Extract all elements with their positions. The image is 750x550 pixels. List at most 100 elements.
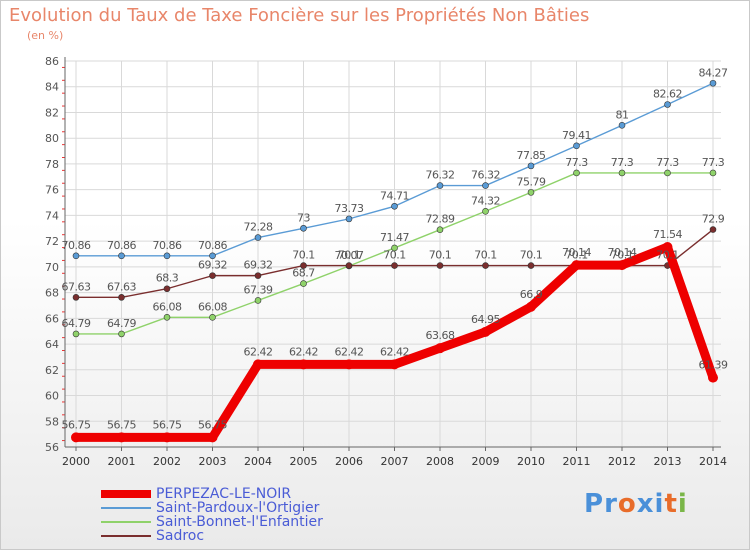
data-point-saint-pardoux-l-ortigier [163, 252, 171, 260]
data-point-sadroc [72, 294, 80, 301]
data-label-saint-bonnet-l-enfantier: 66.08 [198, 300, 227, 313]
data-point-perpezac-le-noir [116, 432, 127, 443]
y-tick-label: 60 [45, 390, 59, 403]
data-point-saint-pardoux-l-ortigier [72, 252, 80, 260]
x-tick-label: 2006 [335, 455, 363, 468]
logo-letter: i [677, 489, 688, 519]
legend-swatch [101, 507, 151, 509]
data-point-saint-bonnet-l-enfantier [163, 314, 171, 321]
data-point-perpezac-le-noir [344, 359, 354, 370]
data-label-perpezac-le-noir: 56.75 [62, 418, 91, 431]
y-tick-label: 66 [45, 312, 59, 325]
data-label-saint-pardoux-l-ortigier: 74.71 [380, 189, 409, 202]
legend-label: Saint-Bonnet-l'Enfantier [156, 514, 323, 530]
data-label-sadroc: 70.1 [338, 249, 361, 262]
data-label-saint-pardoux-l-ortigier: 82.62 [653, 87, 682, 100]
y-tick-label: 86 [45, 55, 59, 68]
legend-swatch [101, 535, 151, 537]
data-label-saint-bonnet-l-enfantier: 64.79 [107, 317, 136, 330]
data-label-saint-pardoux-l-ortigier: 70.86 [62, 239, 91, 252]
data-point-saint-pardoux-l-ortigier [527, 162, 535, 170]
data-point-perpezac-le-noir [71, 432, 81, 443]
data-point-sadroc [345, 262, 353, 269]
y-tick-label: 82 [45, 106, 59, 119]
data-label-sadroc: 70.1 [383, 249, 406, 262]
data-point-saint-bonnet-l-enfantier [254, 297, 262, 304]
legend-swatch [101, 490, 151, 498]
x-tick-label: 2000 [62, 455, 90, 468]
data-label-sadroc: 70.1 [474, 249, 497, 262]
logo-letter: i [654, 489, 665, 519]
y-tick-label: 78 [45, 158, 59, 171]
data-label-sadroc: 70.1 [429, 249, 452, 262]
x-tick-label: 2004 [244, 455, 272, 468]
data-point-saint-pardoux-l-ortigier [209, 252, 216, 260]
logo-letter: P [584, 489, 605, 519]
data-label-saint-bonnet-l-enfantier: 66.08 [153, 300, 182, 313]
y-tick-label: 68 [45, 287, 59, 300]
data-label-perpezac-le-noir: 56.75 [107, 418, 136, 431]
y-tick-label: 62 [45, 364, 59, 377]
data-label-perpezac-le-noir: 56.75 [198, 418, 227, 431]
data-label-perpezac-le-noir: 71.54 [653, 228, 682, 241]
y-tick-label: 70 [45, 261, 59, 274]
data-point-saint-bonnet-l-enfantier [300, 280, 307, 287]
data-label-saint-pardoux-l-ortigier: 84.27 [699, 66, 728, 79]
y-tick-label: 58 [45, 415, 59, 428]
data-point-saint-pardoux-l-ortigier [345, 215, 353, 223]
data-label-saint-bonnet-l-enfantier: 72.89 [426, 213, 455, 226]
legend-label: Sadroc [156, 528, 205, 544]
data-point-perpezac-le-noir [435, 343, 445, 354]
x-tick-label: 2005 [290, 455, 318, 468]
data-point-saint-pardoux-l-ortigier [573, 142, 580, 150]
data-label-sadroc: 68.3 [156, 272, 179, 285]
data-label-saint-pardoux-l-ortigier: 76.32 [471, 169, 500, 182]
data-label-sadroc: 70.1 [656, 249, 679, 262]
data-point-saint-bonnet-l-enfantier [391, 244, 398, 252]
data-label-saint-pardoux-l-ortigier: 73 [297, 211, 310, 224]
data-point-saint-bonnet-l-enfantier [436, 226, 444, 233]
data-point-saint-pardoux-l-ortigier [664, 101, 671, 108]
data-label-saint-bonnet-l-enfantier: 64.79 [62, 317, 91, 330]
data-point-sadroc [527, 262, 535, 269]
data-label-sadroc: 72.9 [702, 213, 725, 226]
data-label-sadroc: 70.1 [292, 249, 315, 262]
x-tick-label: 2013 [654, 455, 682, 468]
data-label-perpezac-le-noir: 62.42 [244, 345, 273, 358]
data-label-perpezac-le-noir: 62.42 [289, 345, 318, 358]
data-point-perpezac-le-noir [389, 359, 400, 370]
data-label-sadroc: 70.1 [520, 249, 543, 262]
data-point-saint-bonnet-l-enfantier [482, 207, 489, 215]
data-point-saint-bonnet-l-enfantier [209, 314, 216, 321]
legend-swatch [101, 521, 151, 523]
logo-letter: o [617, 489, 637, 519]
data-point-perpezac-le-noir [617, 260, 627, 271]
data-point-sadroc [482, 262, 489, 269]
logo-letter: x [636, 489, 655, 519]
data-label-saint-bonnet-l-enfantier: 77.3 [565, 156, 588, 169]
data-point-perpezac-le-noir [526, 301, 536, 312]
data-point-saint-bonnet-l-enfantier [72, 330, 80, 338]
data-point-sadroc [436, 262, 444, 269]
data-label-saint-pardoux-l-ortigier: 72.28 [244, 221, 273, 234]
x-tick-label: 2001 [108, 455, 136, 468]
data-label-saint-bonnet-l-enfantier: 75.79 [517, 175, 546, 188]
data-point-sadroc [163, 285, 171, 293]
data-label-saint-bonnet-l-enfantier: 67.39 [244, 283, 273, 296]
data-point-perpezac-le-noir [480, 326, 491, 337]
data-point-perpezac-le-noir [708, 372, 718, 383]
x-tick-label: 2003 [199, 455, 227, 468]
logo-letter: r [604, 489, 618, 519]
y-tick-label: 76 [45, 184, 59, 197]
data-point-saint-pardoux-l-ortigier [118, 252, 125, 260]
x-tick-label: 2012 [608, 455, 636, 468]
y-tick-label: 64 [45, 338, 59, 351]
data-point-saint-pardoux-l-ortigier [300, 224, 307, 232]
data-point-sadroc [209, 272, 216, 279]
data-label-perpezac-le-noir: 66.9 [520, 288, 543, 301]
data-label-sadroc: 67.63 [107, 280, 136, 293]
data-label-saint-pardoux-l-ortigier: 70.86 [198, 239, 227, 252]
data-point-perpezac-le-noir [662, 242, 673, 253]
data-point-perpezac-le-noir [571, 260, 582, 271]
data-point-perpezac-le-noir [253, 359, 263, 370]
